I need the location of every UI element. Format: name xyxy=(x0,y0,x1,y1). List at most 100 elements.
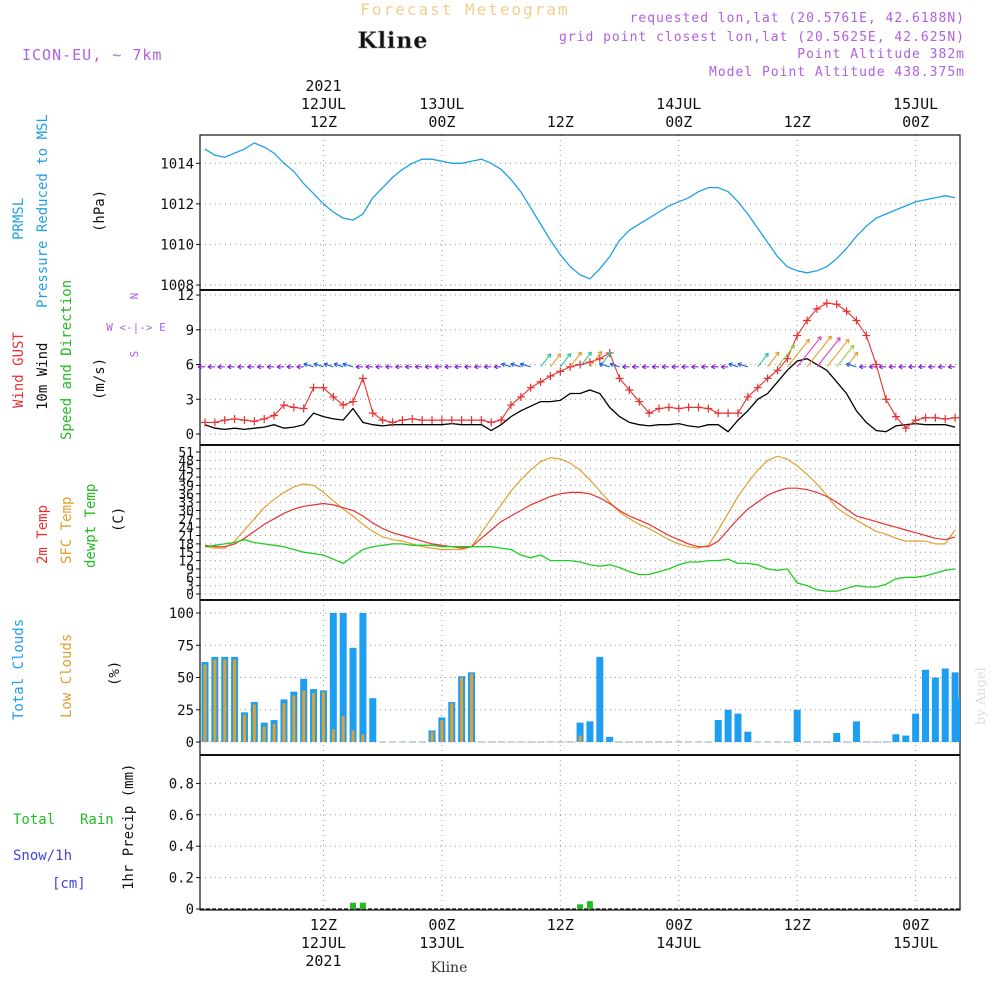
panel4-labels: Total Clouds Low Clouds (%) xyxy=(11,619,123,720)
wind-arrow xyxy=(796,336,822,368)
wind-arrow-head xyxy=(671,364,676,370)
gust-marker xyxy=(506,401,515,410)
p2-label-units: (m/s) xyxy=(92,358,108,400)
y-tick-label: 3 xyxy=(186,580,194,595)
low-cloud-bar xyxy=(312,692,316,742)
p5-label-precip: 1hr Precip (mm) xyxy=(121,764,137,890)
total-cloud-bar xyxy=(744,731,752,742)
wind-arrow-head xyxy=(207,364,212,370)
top-year-label: 2021 xyxy=(305,77,341,95)
wind-arrow-head xyxy=(607,351,612,357)
gust-marker xyxy=(674,404,683,413)
wind-arrow-head xyxy=(947,364,952,370)
gust-marker xyxy=(664,403,673,412)
panel3-labels: 2m Temp SFC Temp dewpt Temp (C) xyxy=(35,484,127,568)
wind-arrow-head xyxy=(510,362,515,368)
gust-marker xyxy=(457,416,466,425)
gust-marker xyxy=(753,383,762,392)
wind-arrow xyxy=(540,353,552,368)
wind-arrow-head xyxy=(566,353,572,358)
low-cloud-bar xyxy=(272,723,276,742)
y-tick-label: 6 xyxy=(186,358,194,374)
wind-arrow-head xyxy=(333,362,339,368)
wind-arrow-head xyxy=(276,364,281,370)
gust-marker xyxy=(901,424,910,433)
y-tick-label: 45 xyxy=(178,463,194,478)
wind-arrow-head xyxy=(641,364,646,370)
top-hour-label: 12Z xyxy=(784,113,811,131)
gust-marker xyxy=(240,416,249,425)
bottom-date-label: 13JUL xyxy=(419,934,464,952)
wind-arrow-head xyxy=(286,364,291,370)
wind-arrow-head xyxy=(846,362,851,368)
total-cloud-bar xyxy=(922,669,930,742)
wind-arrow-head xyxy=(844,338,850,344)
bottom-year-label: 2021 xyxy=(305,952,341,970)
wind-arrow-head xyxy=(790,344,796,350)
rain-bar xyxy=(350,902,357,909)
wind-arrow-head xyxy=(577,351,582,357)
wind-arrow xyxy=(816,337,841,368)
gust-marker xyxy=(428,416,437,425)
wind-arrow-head xyxy=(937,364,942,370)
y-tick-label: 12 xyxy=(178,555,194,570)
wind-arrow-head xyxy=(237,364,242,370)
wind-arrow-head xyxy=(404,364,409,370)
compass-n: N xyxy=(128,293,141,300)
gust-marker xyxy=(822,299,831,308)
wind-arrow-head xyxy=(483,364,488,370)
gust-marker xyxy=(270,411,279,420)
y-tick-label: 1008 xyxy=(160,278,194,294)
total-cloud-bar xyxy=(852,721,860,742)
dewpoint-line xyxy=(204,539,956,592)
low-cloud-bar xyxy=(282,703,286,742)
grid-point-coords: grid point closest lon,lat (20.5625E, 42… xyxy=(559,30,965,45)
low-cloud-bar xyxy=(331,729,335,742)
wind-arrow xyxy=(806,335,832,368)
total-cloud-bar xyxy=(586,721,594,742)
y-tick-label: 33 xyxy=(178,496,194,511)
wind-arrow-head xyxy=(197,364,202,370)
wind-arrow xyxy=(609,363,620,368)
y-tick-label: 30 xyxy=(178,504,194,519)
low-cloud-bar xyxy=(430,731,434,742)
total-cloud-bar xyxy=(724,709,732,742)
gust-marker xyxy=(358,374,367,383)
y-tick-label: 0 xyxy=(186,588,194,603)
wind-arrow-head xyxy=(365,364,370,370)
p5-label-rain: Rain xyxy=(80,812,114,828)
gust-marker xyxy=(546,372,555,381)
wind-arrow xyxy=(846,363,857,368)
wind-arrow-head xyxy=(385,364,390,370)
wind-arrow-head xyxy=(323,362,329,368)
p3-label-dew: dewpt Temp xyxy=(83,484,99,568)
y-tick-label: 42 xyxy=(178,471,194,486)
total-cloud-bar xyxy=(892,734,900,742)
wind-arrow-head xyxy=(342,362,347,368)
wind-arrow-head xyxy=(918,364,923,370)
wind-arrow-head xyxy=(519,362,525,368)
wind-arrow xyxy=(786,338,810,368)
gust-marker xyxy=(408,414,417,423)
wind-arrow-head xyxy=(587,351,592,357)
bottom-hour-label: 12Z xyxy=(547,916,574,934)
p5-label-snow: Snow/1h xyxy=(13,848,72,864)
p3-label-2m: 2m Temp xyxy=(35,505,51,564)
bottom-date-label: 12JUL xyxy=(301,934,346,952)
y-tick-label: 18 xyxy=(178,538,194,553)
gust-marker xyxy=(733,409,742,418)
y-tick-label: 75 xyxy=(177,638,194,654)
gust-marker xyxy=(911,416,920,425)
wind-arrow-head xyxy=(355,364,360,370)
gust-marker xyxy=(220,416,229,425)
wind-arrow-head xyxy=(501,362,506,368)
wind-arrow xyxy=(589,350,603,368)
wind-arrow-head xyxy=(303,362,308,368)
wind-arrow xyxy=(323,363,334,368)
low-cloud-bar xyxy=(252,704,256,742)
p2-label-wind: 10m Wind xyxy=(35,343,51,410)
chart-title: Forecast Meteogram xyxy=(360,0,569,19)
rain-bar xyxy=(577,904,584,909)
p1-label-pressure: Pressure Reduced to MSL xyxy=(35,114,51,308)
total-cloud-bar xyxy=(902,735,910,742)
